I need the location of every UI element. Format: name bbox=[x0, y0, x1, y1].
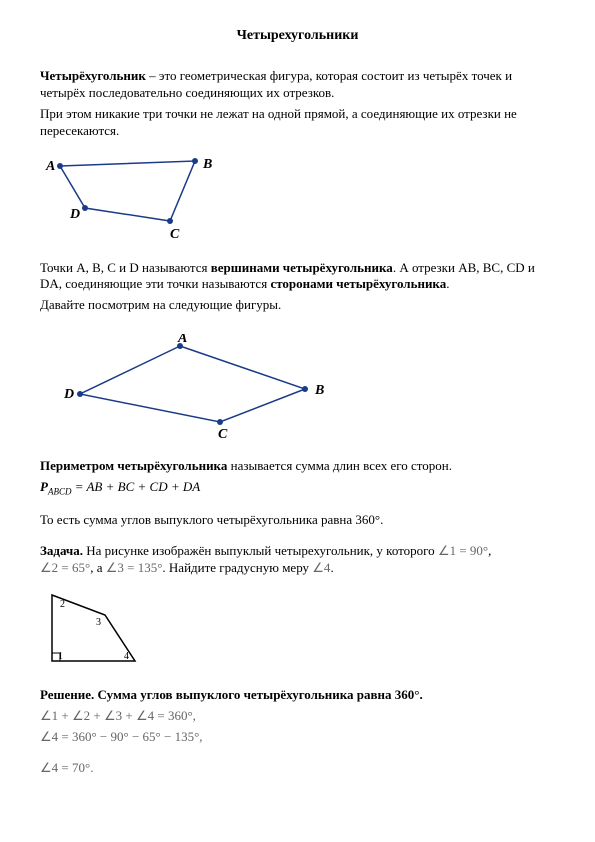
term-vertices: вершинами четырёхугольника bbox=[211, 260, 393, 275]
diagram-2: A B C D bbox=[60, 334, 555, 448]
task-text: На рисунке изображён выпуклый четырехуго… bbox=[83, 543, 438, 558]
eq3-text: ∠4 = 70° bbox=[40, 760, 90, 775]
svg-text:D: D bbox=[69, 207, 80, 222]
body-p1e: . bbox=[446, 276, 449, 291]
eq2-text: ∠4 = 360° − 90° − 65° − 135° bbox=[40, 729, 199, 744]
solution-text: Сумма углов выпуклого четырёхугольника р… bbox=[94, 687, 422, 702]
angle2-expr: ∠2 = 65° bbox=[40, 560, 90, 575]
eq3-dot: . bbox=[90, 760, 93, 775]
svg-text:B: B bbox=[314, 383, 324, 398]
svg-text:C: C bbox=[170, 227, 180, 242]
svg-text:A: A bbox=[177, 334, 187, 346]
diagram-3: 1 2 3 4 bbox=[40, 583, 555, 677]
perimeter-formula: PABCD = AB + BC + CD + DA bbox=[40, 479, 555, 498]
eq1-comma: , bbox=[193, 708, 196, 723]
perimeter-p: Периметром четырёхугольника называется с… bbox=[40, 458, 555, 475]
svg-text:1: 1 bbox=[58, 651, 63, 662]
formula-P: P bbox=[40, 479, 48, 494]
spacer-3 bbox=[40, 533, 555, 543]
diagram-1: A B C D bbox=[40, 146, 555, 250]
term-sides: сторонами четырёхугольника bbox=[270, 276, 446, 291]
angle4-expr: ∠4 bbox=[312, 560, 330, 575]
angle3-expr: ∠3 = 135° bbox=[106, 560, 163, 575]
svg-text:C: C bbox=[218, 427, 228, 442]
svg-text:D: D bbox=[63, 387, 74, 402]
eq1-text: ∠1 + ∠2 + ∠3 + ∠4 = 360° bbox=[40, 708, 193, 723]
svg-text:B: B bbox=[202, 157, 212, 172]
body-p1a: Точки A, B, C и D называются bbox=[40, 260, 211, 275]
formula-rhs: = AB + BC + CD + DA bbox=[71, 479, 200, 494]
task-label: Задача. bbox=[40, 543, 83, 558]
spacer-1 bbox=[40, 318, 555, 328]
svg-text:2: 2 bbox=[60, 599, 65, 610]
spacer-2 bbox=[40, 502, 555, 512]
task-comma1: , bbox=[488, 543, 491, 558]
solution-eq2: ∠4 = 360° − 90° − 65° − 135°, bbox=[40, 729, 555, 746]
body-p1: Точки A, B, C и D называются вершинами ч… bbox=[40, 260, 555, 294]
quad-diagram-1: A B C D bbox=[40, 146, 240, 246]
task-mid: , а bbox=[90, 560, 106, 575]
page-root: Четырехугольники Четырёхугольник – это г… bbox=[0, 0, 595, 801]
task-p: Задача. На рисунке изображён выпуклый че… bbox=[40, 543, 555, 577]
intro-p2: При этом никакие три точки не лежат на о… bbox=[40, 106, 555, 140]
task-dot: . bbox=[330, 560, 333, 575]
svg-text:3: 3 bbox=[96, 617, 101, 628]
term-quadrilateral: Четырёхугольник bbox=[40, 68, 146, 83]
solution-eq3: ∠4 = 70°. bbox=[40, 760, 555, 777]
term-perimeter: Периметром четырёхугольника bbox=[40, 458, 227, 473]
body-p2: Давайте посмотрим на следующие фигуры. bbox=[40, 297, 555, 314]
page-title: Четырехугольники bbox=[40, 28, 555, 44]
solution-header: Решение. Сумма углов выпуклого четырёхуг… bbox=[40, 687, 555, 704]
quad-diagram-2: A B C D bbox=[60, 334, 340, 444]
eq2-comma: , bbox=[199, 729, 202, 744]
svg-text:A: A bbox=[45, 159, 55, 174]
formula-sub: ABCD bbox=[48, 487, 72, 497]
solution-label: Решение. bbox=[40, 687, 94, 702]
task-end: . Найдите градусную меру bbox=[162, 560, 312, 575]
sum360-p: То есть сумма углов выпуклого четырёхуго… bbox=[40, 512, 555, 529]
perimeter-rest: называется сумма длин всех его сторон. bbox=[227, 458, 452, 473]
spacer-4 bbox=[40, 750, 555, 760]
svg-text:4: 4 bbox=[124, 651, 129, 662]
angle1-expr: ∠1 = 90° bbox=[438, 543, 488, 558]
task-diagram: 1 2 3 4 bbox=[40, 583, 160, 673]
intro-p1: Четырёхугольник – это геометрическая фиг… bbox=[40, 68, 555, 102]
solution-eq1: ∠1 + ∠2 + ∠3 + ∠4 = 360°, bbox=[40, 708, 555, 725]
